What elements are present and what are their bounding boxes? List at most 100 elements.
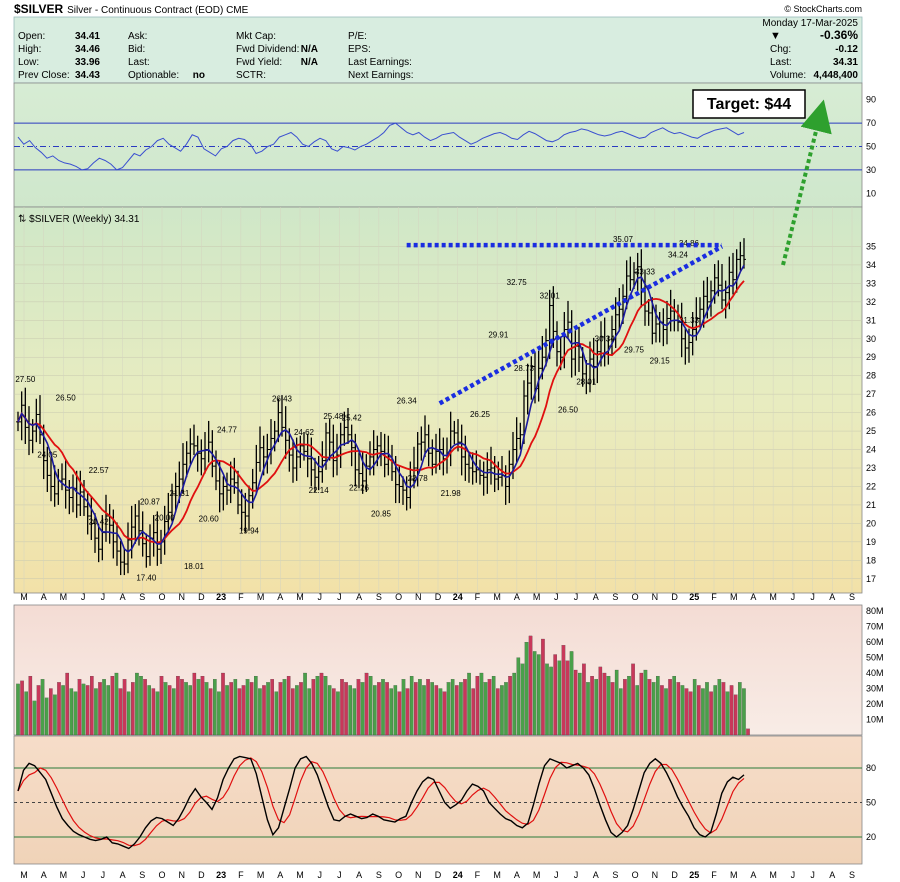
price-tick-label: 27 [866, 389, 876, 399]
volume-bar [208, 688, 213, 736]
volume-bar [126, 691, 131, 736]
volume-bar [110, 675, 115, 736]
month-label-bottom: J [574, 870, 579, 880]
volume-bar [373, 685, 377, 736]
month-label-top: M [257, 592, 265, 602]
quote-value: 33.96 [75, 57, 100, 68]
rsi-tick-label: 10 [866, 188, 876, 198]
price-annotation-label: 19.94 [239, 526, 260, 535]
rsi-line [17, 122, 745, 171]
volume-bar [733, 694, 738, 736]
quote-value: 34.43 [75, 70, 100, 81]
volume-bar [676, 682, 681, 736]
volume-bar [655, 675, 660, 736]
volume-bar [229, 682, 234, 736]
volume-bar [307, 688, 312, 736]
month-label-top: M [730, 592, 738, 602]
month-label-bottom: A [356, 870, 362, 880]
volume-bar [274, 691, 279, 736]
volume-bar [746, 728, 750, 736]
price-tick-label: 24 [866, 445, 876, 455]
volume-bar [627, 675, 631, 736]
month-axis-labels: M M A A M M J J J J A A S S O O N N D D 23 23 F F M M A A M M J J J J A A S S… [20, 592, 855, 880]
price-annotation-label: 24.77 [217, 425, 238, 434]
target-arrow [781, 99, 832, 266]
volume-bar [249, 682, 254, 736]
month-label-bottom: 25 [689, 870, 699, 880]
volume-bar [569, 651, 574, 736]
volume-bar [647, 679, 652, 736]
change-percent: -0.36% [820, 28, 858, 42]
month-label-top: F [238, 592, 244, 602]
volume-bar [496, 688, 500, 736]
month-label-bottom: M [296, 870, 304, 880]
volume-bar [114, 672, 119, 736]
price-annotation-label: 26.34 [397, 396, 418, 405]
volume-bar [311, 679, 316, 736]
volume-bar [184, 682, 188, 736]
quote-info-panel [13, 16, 863, 84]
volume-bar [151, 688, 156, 736]
quote-value: N/A [301, 57, 318, 68]
month-label-top: A [277, 592, 283, 602]
volume-bar [389, 688, 394, 736]
target-box [692, 89, 806, 119]
volume-bar [414, 682, 418, 736]
volume-bar [442, 691, 447, 736]
quote-value: 4,448,400 [814, 70, 859, 81]
month-label-top: A [750, 592, 756, 602]
volume-bar [40, 679, 45, 736]
volume-bar [368, 675, 373, 736]
volume-bar [225, 685, 229, 736]
month-label-top: 24 [453, 592, 463, 602]
volume-bar [664, 688, 668, 736]
month-label-top: N [178, 592, 185, 602]
volume-bar [582, 663, 586, 736]
stoch-tick-label: 50 [866, 798, 876, 808]
volume-bar [319, 672, 324, 736]
volume-tick-label: 40M [866, 668, 884, 678]
month-label-top: J [810, 592, 815, 602]
month-label-top: A [514, 592, 520, 602]
volume-tick-label: 20M [866, 699, 884, 709]
volume-bar [717, 679, 722, 736]
price-tick-label: 28 [866, 371, 876, 381]
quote-label: Mkt Cap: [236, 31, 276, 42]
month-label-bottom: O [632, 870, 639, 880]
month-label-top: J [554, 592, 559, 602]
month-label-bottom: A [750, 870, 756, 880]
volume-bar [618, 688, 623, 736]
volume-bar [692, 679, 697, 736]
month-label-bottom: M [493, 870, 501, 880]
price-annotation-label: 20.00 [155, 513, 176, 522]
month-label-bottom: J [791, 870, 796, 880]
volume-bar [524, 641, 529, 736]
month-label-top: O [395, 592, 402, 602]
volume-bar [602, 672, 607, 736]
volume-bar [401, 679, 406, 736]
month-label-bottom: S [849, 870, 855, 880]
volume-bar [282, 679, 287, 736]
volume-bar [467, 672, 471, 736]
month-label-top: D [198, 592, 205, 602]
volume-bar [77, 679, 82, 736]
volume-bar [245, 679, 250, 736]
price-annotation-label: 24.05 [37, 451, 58, 460]
quote-label: Fwd Dividend: [236, 44, 299, 55]
volume-bar [610, 682, 615, 736]
volume-bar [725, 691, 730, 736]
volume-bar [422, 685, 426, 736]
volume-bar [303, 672, 307, 736]
volume-bar [217, 691, 221, 736]
month-label-top: M [769, 592, 777, 602]
volume-tick-label: 50M [866, 653, 884, 663]
price-tick-label: 26 [866, 408, 876, 418]
month-label-bottom: D [435, 870, 442, 880]
price-annotation-label: 35.07 [613, 235, 634, 244]
volume-bar [434, 685, 439, 736]
volume-bar [446, 682, 451, 736]
volume-bar [508, 675, 512, 736]
price-annotation-label: 31.33 [679, 316, 700, 325]
volume-bar [98, 682, 102, 736]
